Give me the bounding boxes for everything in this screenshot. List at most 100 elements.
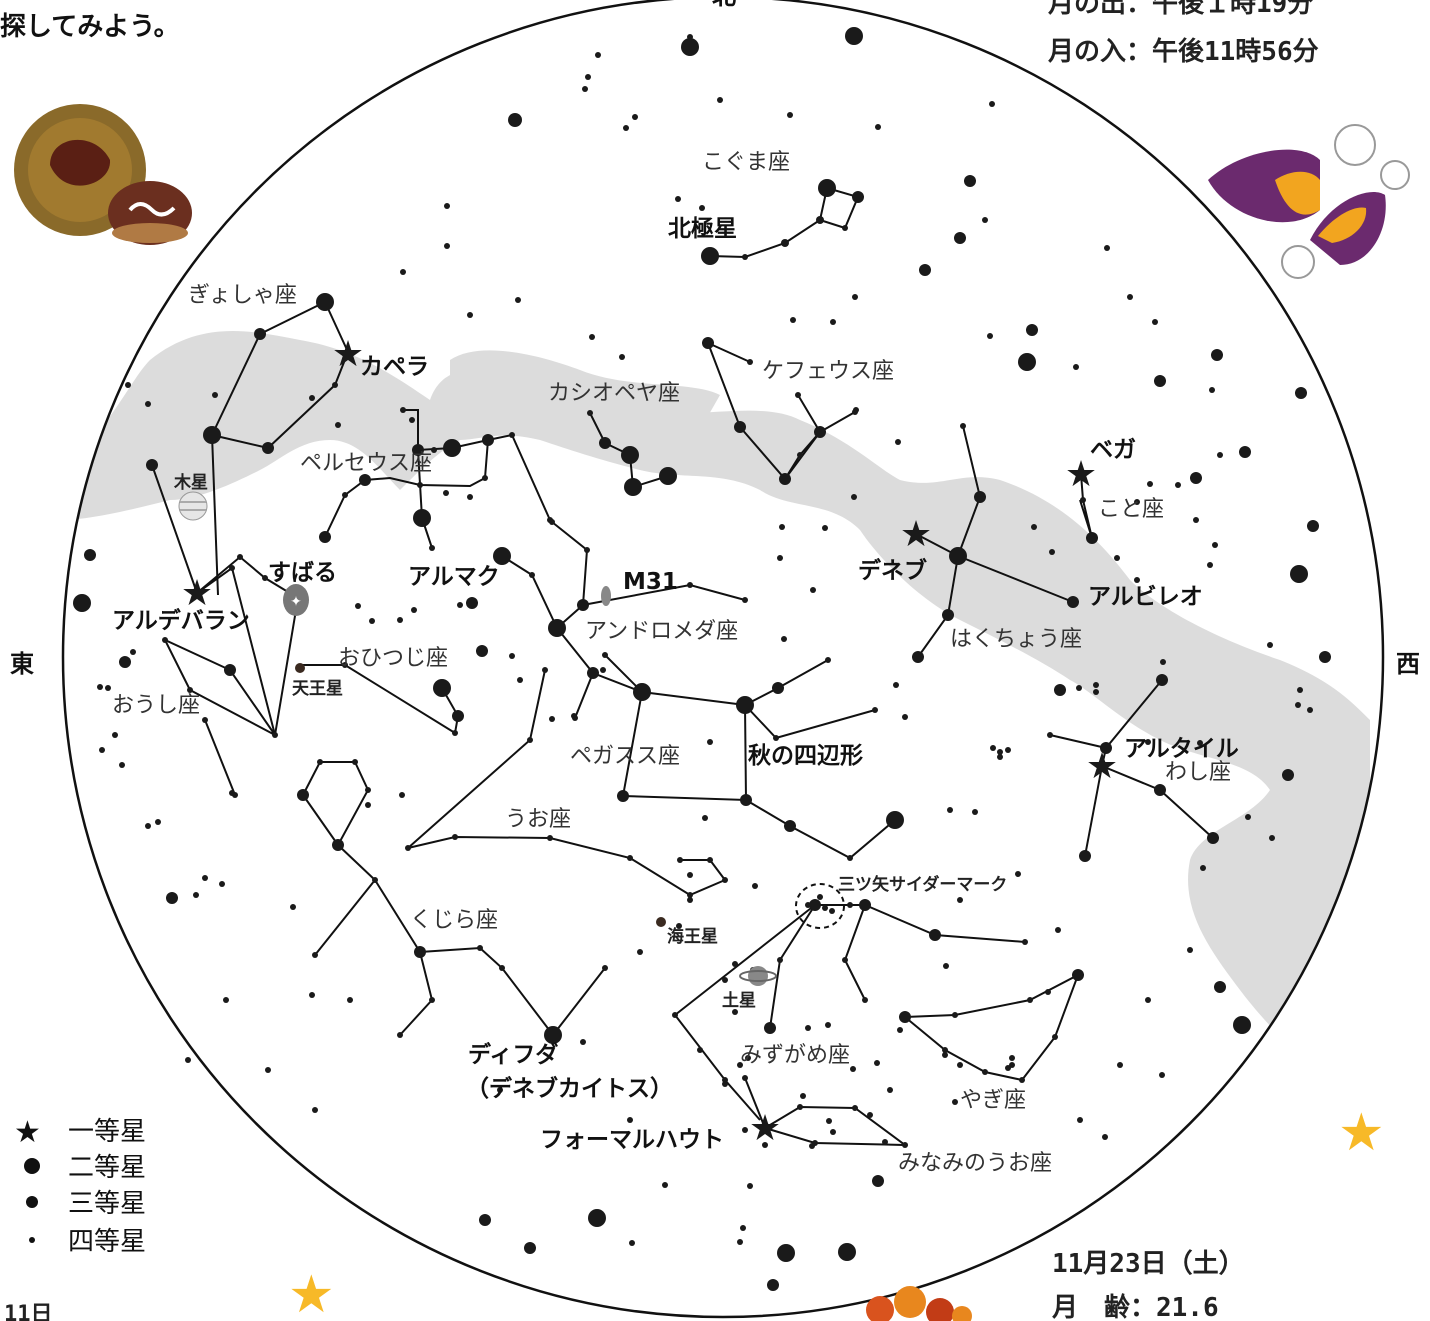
- constellation-star: [742, 1075, 748, 1081]
- star-dot: [897, 1027, 903, 1033]
- star-dot: [1282, 769, 1294, 781]
- constellation-star: [701, 247, 719, 265]
- constellation-star: [1154, 784, 1166, 796]
- jupiter-icon: [178, 491, 208, 521]
- constellation-star: [960, 423, 966, 429]
- star-dot: [1134, 577, 1140, 583]
- star-dot: [1212, 542, 1218, 548]
- star-dot: [662, 1182, 668, 1188]
- star-dot: [444, 203, 450, 209]
- constellation-star: [624, 478, 642, 496]
- star-dot: [867, 1112, 873, 1118]
- star-dot: [781, 636, 787, 642]
- star-dot: [623, 125, 629, 131]
- star-dot: [1200, 865, 1206, 871]
- star-dot: [722, 977, 728, 983]
- star-dot: [997, 749, 1003, 755]
- star-dot: [397, 617, 403, 623]
- star-dot: [457, 602, 463, 608]
- andromeda-label: アンドロメダ座: [585, 619, 738, 644]
- star-dot: [1147, 481, 1153, 487]
- saturn-icon: [739, 966, 777, 986]
- star-dot: [1104, 245, 1110, 251]
- constellation-star: [413, 509, 431, 527]
- star-dot: [629, 1240, 635, 1246]
- constellation-star: [1207, 832, 1219, 844]
- star-dot: [588, 1209, 606, 1227]
- altair-star-icon: ★: [1086, 746, 1118, 787]
- constellation-star: [1027, 997, 1033, 1003]
- constellation-star: [602, 652, 608, 658]
- star-dot: [1297, 687, 1303, 693]
- star-dot: [1207, 562, 1213, 568]
- star-dot: [972, 809, 978, 815]
- constellation-star: [797, 452, 803, 458]
- constellation-star: [659, 467, 677, 485]
- star-dot: [509, 653, 515, 659]
- star-dot: [1245, 814, 1251, 820]
- star-dot: [717, 97, 723, 103]
- star-dot: [497, 1087, 503, 1093]
- neptune-label: 海王星: [667, 926, 718, 947]
- m31-label: M31: [623, 569, 678, 595]
- star-dot: [265, 1067, 271, 1073]
- star-dot: [707, 739, 713, 745]
- pleiades-icon: ✦: [283, 584, 309, 616]
- star-dot: [1145, 739, 1151, 745]
- star-dot: [830, 1129, 836, 1135]
- star-dot: [193, 892, 199, 898]
- constellation-star: [1080, 497, 1086, 503]
- star-dot: [145, 823, 151, 829]
- star-dot: [872, 1175, 884, 1187]
- constellation-star: [529, 572, 535, 578]
- auriga-label: ぎょしゃ座: [188, 283, 297, 308]
- constellation-star: [777, 957, 783, 963]
- star-dot: [508, 113, 522, 127]
- first-magnitude-icon: ★: [14, 1115, 41, 1150]
- star-dot: [444, 243, 450, 249]
- star-dot: [787, 112, 793, 118]
- star-dot: [1160, 659, 1166, 665]
- star-decoration-icon: ★: [1338, 1103, 1385, 1163]
- star-dot: [817, 894, 823, 900]
- star-dot: [467, 494, 473, 500]
- star-dot: [767, 1279, 779, 1291]
- constellation-star: [974, 491, 986, 503]
- star-dot: [826, 1118, 832, 1124]
- constellation-star: [949, 547, 967, 565]
- star-dot: [947, 807, 953, 813]
- star-dot: [1239, 446, 1251, 458]
- albireo-label: アルビレオ: [1088, 584, 1203, 610]
- star-dot: [1152, 319, 1158, 325]
- constellation-star: [1047, 732, 1053, 738]
- star-dot: [810, 587, 816, 593]
- constellation-star: [499, 965, 505, 971]
- m31-icon: [601, 586, 611, 606]
- constellation-star: [202, 717, 208, 723]
- star-dot: [619, 354, 625, 360]
- star-dot: [825, 1022, 831, 1028]
- star-dot: [1005, 1065, 1011, 1071]
- taurus-label: おうし座: [112, 693, 200, 718]
- constellation-star: [297, 789, 309, 801]
- star-dot: [874, 1060, 880, 1066]
- star-dot: [1295, 387, 1307, 399]
- star-dot: [838, 1243, 856, 1261]
- star-dot: [957, 897, 963, 903]
- constellation-star: [482, 475, 488, 481]
- constellation-labels: こぐま座 ぎょしゃ座 ペルセウス座 カシオペヤ座 ケフェウス座 こと座 はくちょ…: [112, 150, 1231, 1176]
- star-dot: [697, 1047, 703, 1053]
- aquarius-label: みずがめ座: [740, 1043, 850, 1068]
- star-dot: [1193, 517, 1199, 523]
- horizon-circle: [61, 0, 1385, 1319]
- moon-age-text: 月 齢：21.6: [1051, 1292, 1219, 1321]
- star-dot: [1054, 684, 1066, 696]
- star-dot: [145, 401, 151, 407]
- constellation-star: [859, 899, 871, 911]
- star-dot: [687, 34, 693, 40]
- constellation-star: [414, 946, 426, 958]
- star-dot: [130, 649, 136, 655]
- star-dots: [73, 27, 1331, 1291]
- star-dot: [777, 555, 783, 561]
- constellation-star: [818, 179, 836, 197]
